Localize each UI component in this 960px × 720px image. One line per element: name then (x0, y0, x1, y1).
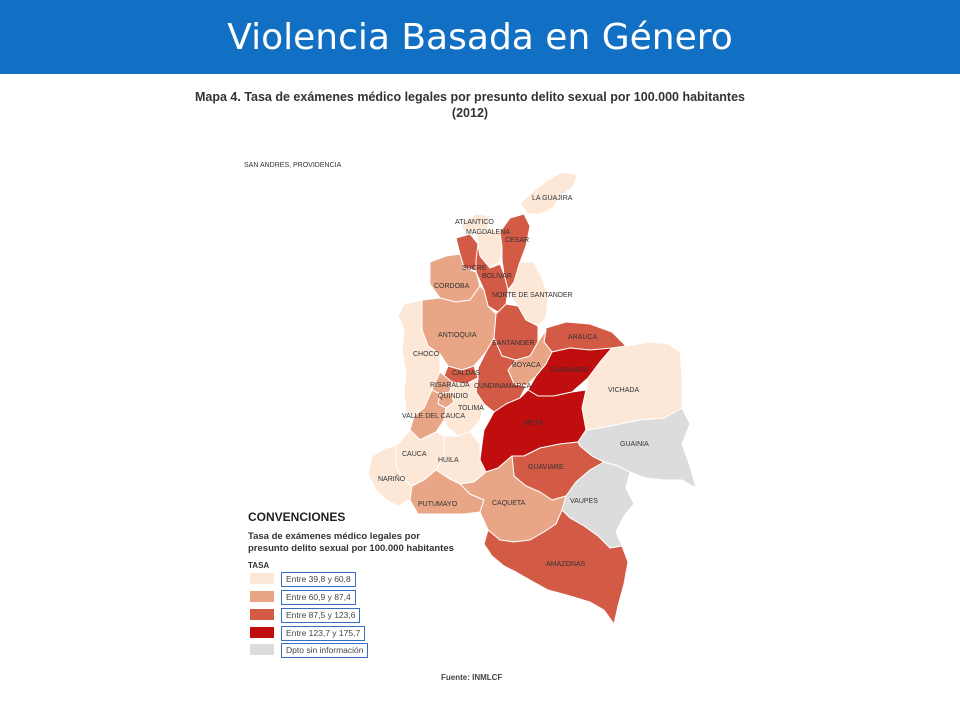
legend-title: CONVENCIONES (248, 510, 346, 524)
label-casanare: CASANARE (550, 367, 589, 374)
label-valle-del-cauca: VALLE DEL CAUCA (402, 413, 465, 420)
label-guainia: GUAINIA (620, 441, 649, 448)
legend-label: Dpto sin información (281, 643, 369, 658)
label-norte-de-santander: NORTE DE SANTANDER (492, 292, 573, 299)
label-quindio: QUINDIO (438, 393, 469, 400)
legend-swatch (250, 573, 274, 584)
label-meta: META (524, 420, 543, 427)
label-cesar: CESAR (505, 237, 529, 244)
legend-subtitle-line2: presunto delito sexual por 100.000 habit… (248, 543, 454, 554)
map-title-line1: Mapa 4. Tasa de exámenes médico legales … (195, 90, 745, 104)
label-cauca: CAUCA (402, 451, 427, 458)
map-title: Mapa 4. Tasa de exámenes médico legales … (180, 89, 760, 121)
legend-label: Entre 60,9 y 87,4 (281, 590, 356, 605)
label-cordoba: CORDOBA (434, 283, 470, 290)
region-la-guajira (519, 171, 579, 215)
source-note: Fuente: INMLCF (441, 673, 503, 682)
label-sucre: SUCRE (462, 265, 487, 272)
label-choco: CHOCO (413, 351, 440, 358)
label-guaviare: GUAVIARE (528, 464, 564, 471)
label-atlantico: ATLANTICO (455, 219, 494, 226)
label-bolivar: BOLIVAR (482, 273, 512, 280)
region-norte-de-santander (507, 261, 549, 327)
legend-subtitle: Tasa de exámenes médico legales por pres… (248, 531, 488, 555)
label-magdalena: MAGDALENA (466, 229, 510, 236)
legend-label: Entre 123,7 y 175,7 (281, 626, 366, 641)
label-santander: SANTANDER (492, 340, 535, 347)
slide-title: Violencia Basada en Género (227, 17, 733, 58)
legend-tasa-label: TASA (248, 561, 270, 570)
label-vaupes: VAUPES (570, 498, 598, 505)
inset-label: SAN ANDRES, PROVIDENCIA (244, 162, 342, 169)
legend-label: Entre 39,8 y 60,8 (281, 572, 356, 587)
label-vichada: VICHADA (608, 387, 639, 394)
label-arauca: ARAUCA (568, 334, 598, 341)
legend-swatch (250, 627, 274, 638)
label-caqueta: CAQUETA (492, 500, 526, 507)
legend-swatch (250, 591, 274, 602)
label-cundinamarca: CUNDINAMARCA (474, 383, 532, 390)
label-narino: NARIÑO (378, 474, 406, 483)
label-huila: HUILA (438, 457, 459, 464)
label-putumayo: PUTUMAYO (418, 501, 458, 508)
map-title-line2: (2012) (451, 106, 489, 120)
label-amazonas: AMAZONAS (546, 561, 586, 568)
legend-swatch (250, 609, 274, 620)
legend-swatch (250, 644, 274, 655)
label-boyaca: BOYACA (512, 362, 541, 369)
label-antioquia: ANTIOQUIA (438, 332, 477, 339)
label-risaralda: RISARALDA (430, 382, 470, 389)
label-caldas: CALDAS (452, 370, 480, 377)
title-banner (0, 0, 960, 74)
region-amazonas (483, 509, 629, 625)
label-la-guajira: LA GUAJIRA (532, 195, 573, 202)
legend-subtitle-line1: Tasa de exámenes médico legales por (248, 531, 420, 542)
region-tolima (443, 377, 485, 437)
label-tolima: TOLIMA (458, 405, 484, 412)
legend-label: Entre 87,5 y 123,6 (281, 608, 361, 623)
region-atlantico (461, 213, 491, 233)
